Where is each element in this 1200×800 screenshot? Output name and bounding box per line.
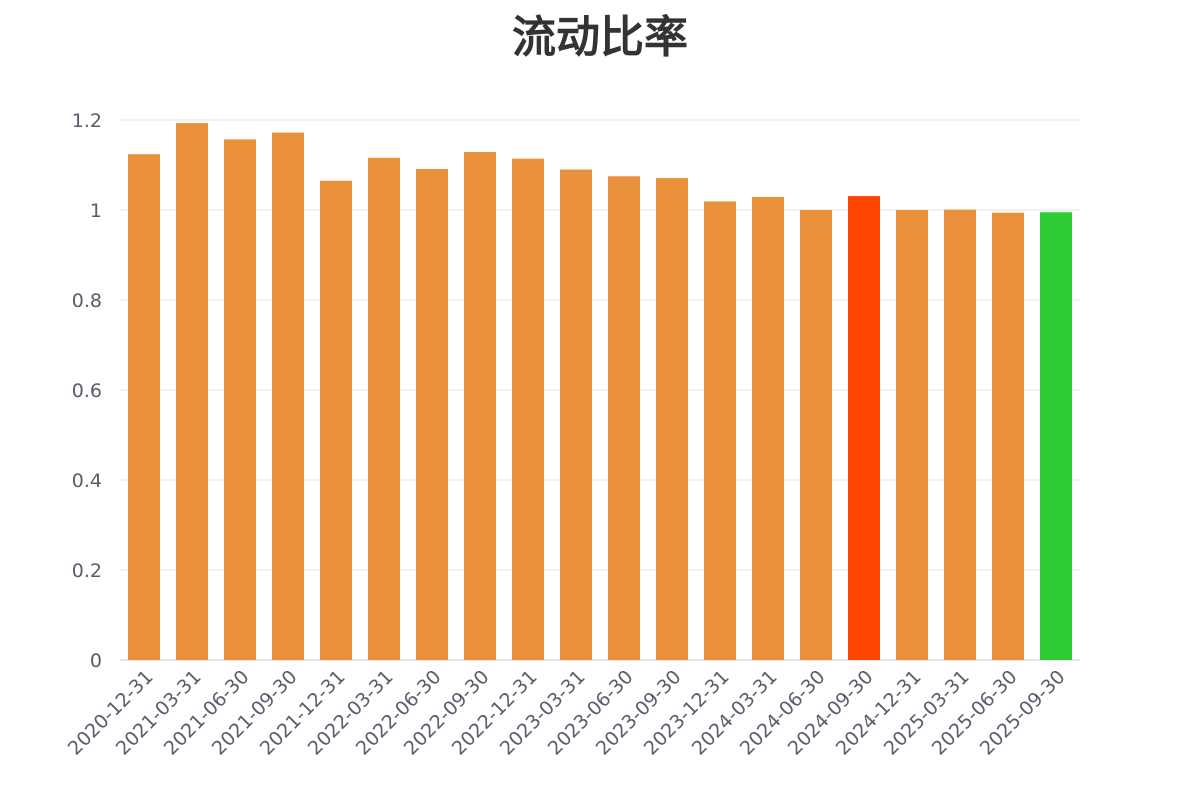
bar-2024-09-30 xyxy=(848,196,880,661)
bar-2024-06-30 xyxy=(800,210,832,660)
bar-2024-03-31 xyxy=(752,196,784,660)
bar-2021-03-31 xyxy=(176,123,208,660)
bar-2023-03-31 xyxy=(560,169,592,660)
bar-2025-09-30 xyxy=(1040,212,1072,660)
bar-2021-06-30 xyxy=(224,139,256,661)
bar-2023-12-31 xyxy=(704,201,736,660)
x-axis-ticks: 2020-12-312021-03-312021-06-302021-09-30… xyxy=(64,666,1070,760)
y-tick-label: 0.6 xyxy=(72,380,102,402)
bar-2025-06-30 xyxy=(992,212,1024,660)
bar-2021-12-31 xyxy=(320,180,352,660)
y-axis-ticks: 0 0.2 0.4 0.6 0.8 1 1.2 xyxy=(72,110,102,672)
chart-title: 流动比率 xyxy=(512,12,688,63)
bar-2023-06-30 xyxy=(608,176,640,660)
bars xyxy=(128,123,1072,661)
y-tick-label: 0.2 xyxy=(72,560,102,582)
bar-2022-09-30 xyxy=(464,151,496,660)
y-tick-label: 0.8 xyxy=(72,290,102,312)
y-tick-label: 0 xyxy=(90,650,102,672)
y-tick-label: 1 xyxy=(90,200,102,222)
bar-2025-03-31 xyxy=(944,209,976,661)
bar-2022-06-30 xyxy=(416,169,448,661)
bar-2024-12-31 xyxy=(896,210,928,660)
bar-2022-12-31 xyxy=(512,158,544,660)
bar-2020-12-31 xyxy=(128,154,160,660)
grid-lines xyxy=(120,119,1080,661)
bar-2021-09-30 xyxy=(272,132,304,661)
bar-2023-09-30 xyxy=(656,178,688,661)
y-tick-label: 0.4 xyxy=(72,470,102,492)
y-tick-label: 1.2 xyxy=(72,110,102,132)
bar-2022-03-31 xyxy=(368,157,400,661)
